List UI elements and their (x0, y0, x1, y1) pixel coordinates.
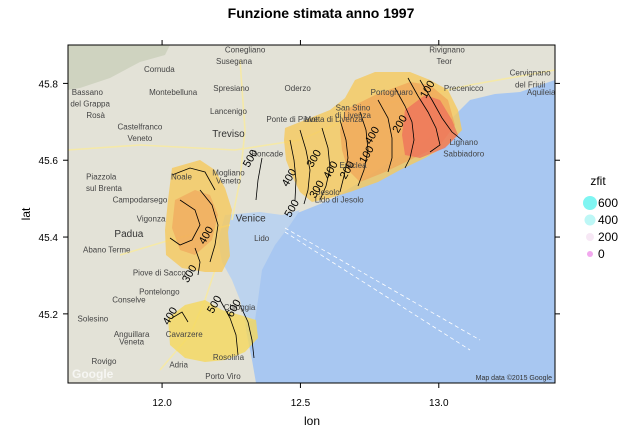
map-place-label: Campodarsego (113, 195, 168, 204)
map-place-label: San Stino (336, 103, 371, 112)
legend-label: 0 (598, 247, 605, 261)
map-place-label: Treviso (212, 129, 245, 140)
map-lagoon (218, 210, 300, 322)
map-place-label: Lignano (449, 138, 478, 147)
map-place-label: Aquileia (527, 88, 556, 97)
legend-label: 200 (598, 230, 618, 244)
map-place-label: Anguillara (114, 330, 150, 339)
map-labels: Conegliano Susegana Rivignano Teor Cervignan… (70, 46, 556, 381)
map-place-label: Teor (437, 57, 453, 66)
legend-marker (587, 251, 593, 257)
map-place-label: sul Brenta (86, 184, 123, 193)
map-place-label: Pontelongo (139, 288, 180, 297)
map-place-label: Precenicco (444, 84, 484, 93)
chart-title: Funzione stimata anno 1997 (228, 5, 415, 21)
map-place-label: Rosà (86, 111, 105, 120)
map-place-label: Veneta (119, 338, 144, 347)
map-place-label: Castelfranco (117, 123, 162, 132)
google-watermark: Google (72, 367, 114, 381)
map-place-label: Solesino (78, 315, 109, 324)
legend: zfit 600 400 200 0 (583, 174, 618, 261)
contour-lines (169, 77, 463, 359)
legend-marker (586, 233, 594, 241)
x-axis-label: lon (304, 414, 320, 428)
y-tick-label: 45.6 (39, 156, 59, 167)
map-place-label: Ponte di Piave (266, 115, 318, 124)
legend-label: 400 (598, 213, 618, 227)
map-panel: Conegliano Susegana Rivignano Teor Cervignan… (67, 44, 556, 384)
map-place-label: Lido di Jesolo (315, 195, 364, 204)
map-place-label: Montebelluna (149, 88, 198, 97)
map-sea (244, 80, 555, 383)
map-place-label: Abano Terme (83, 245, 131, 254)
legend-marker (583, 196, 597, 210)
map-hills (68, 45, 170, 90)
y-tick-label: 45.2 (39, 310, 59, 321)
map-place-label: Rosolina (213, 353, 245, 362)
map-place-label: Conegliano (225, 46, 266, 55)
y-axis: 45.2 45.4 45.6 45.8 (39, 79, 560, 321)
legend-marker (584, 214, 596, 226)
map-place-label: Cornuda (144, 65, 175, 74)
y-tick-label: 45.4 (39, 233, 59, 244)
map-place-label: del Grappa (70, 99, 110, 108)
map-place-label: Eraclea (339, 161, 367, 170)
map-place-label: Lancenigo (210, 107, 247, 116)
map-place-label: Bassano (72, 88, 104, 97)
map-place-label: Sabbiadoro (443, 149, 484, 158)
map-place-label: Cervignano (510, 69, 551, 78)
map-place-label: Vigonza (137, 215, 166, 224)
map-place-label: Venice (236, 214, 266, 225)
legend-title: zfit (590, 174, 606, 188)
map-place-label: Noale (171, 172, 192, 181)
map-place-label: Rovigo (92, 357, 117, 366)
ferry-lines (284, 227, 481, 351)
map-place-label: Chioggia (224, 303, 256, 312)
map-place-label: Oderzo (285, 84, 312, 93)
surface-west-mid (172, 190, 218, 255)
map-place-label: Portogruaro (371, 88, 414, 97)
plot-border (67, 44, 556, 384)
surface-east-peak (402, 95, 458, 158)
map-place-label: Spresiano (213, 84, 250, 93)
x-tick-label: 12.0 (152, 398, 172, 409)
surface-south (168, 300, 258, 362)
legend-label: 600 (598, 196, 618, 210)
map-place-label: Roncade (251, 149, 284, 158)
map-place-label: Piove di Sacco (133, 268, 186, 277)
x-axis: 12.0 12.5 13.0 (152, 40, 449, 409)
map-place-label: Susegana (216, 57, 253, 66)
map-place-label: di Livenza (335, 111, 372, 120)
map-place-label: del Friuli (515, 80, 545, 89)
y-axis-label: lat (19, 207, 33, 220)
map-place-label: Veneto (216, 176, 241, 185)
map-place-label: Veneto (127, 134, 152, 143)
map-place-label: Piazzola (86, 172, 117, 181)
x-tick-label: 13.0 (429, 398, 449, 409)
map-place-label: Mogliano (212, 169, 245, 178)
map-place-label: Motta di Livenza (305, 115, 364, 124)
map-place-label: Padua (114, 229, 143, 240)
map-place-label: Conselve (112, 295, 146, 304)
map-credit: Map data ©2015 Google (476, 374, 552, 382)
map-place-label: Adria (169, 361, 188, 370)
map-place-label: Porto Viro (205, 372, 241, 381)
map-place-label: Lido (254, 234, 270, 243)
map-place-label: Jesolo (317, 188, 341, 197)
y-tick-label: 45.8 (39, 79, 59, 90)
map-place-label: Rivignano (429, 46, 465, 55)
x-tick-label: 12.5 (291, 398, 311, 409)
map-place-label: Cavarzere (166, 330, 203, 339)
